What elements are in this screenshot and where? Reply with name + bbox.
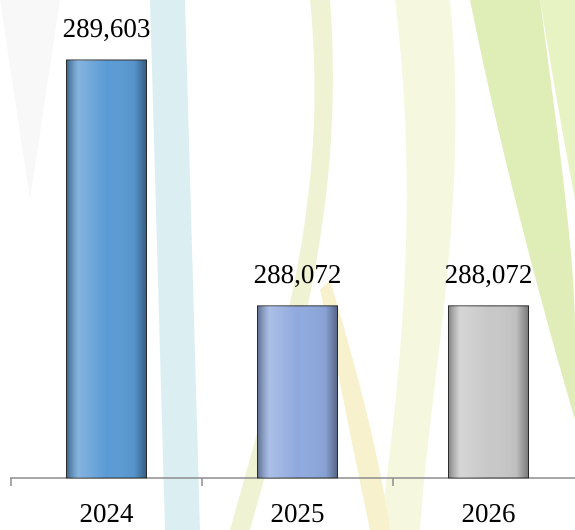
x-tick-label: 2025: [271, 498, 325, 528]
bar: [257, 305, 338, 479]
value-label: 288,072: [445, 259, 533, 289]
bar: [448, 305, 529, 479]
value-label: 289,603: [63, 13, 151, 43]
x-tick-label: 2024: [80, 498, 135, 528]
x-tick-label: 2026: [462, 498, 516, 528]
value-label: 288,072: [254, 259, 342, 289]
bar: [66, 59, 147, 479]
